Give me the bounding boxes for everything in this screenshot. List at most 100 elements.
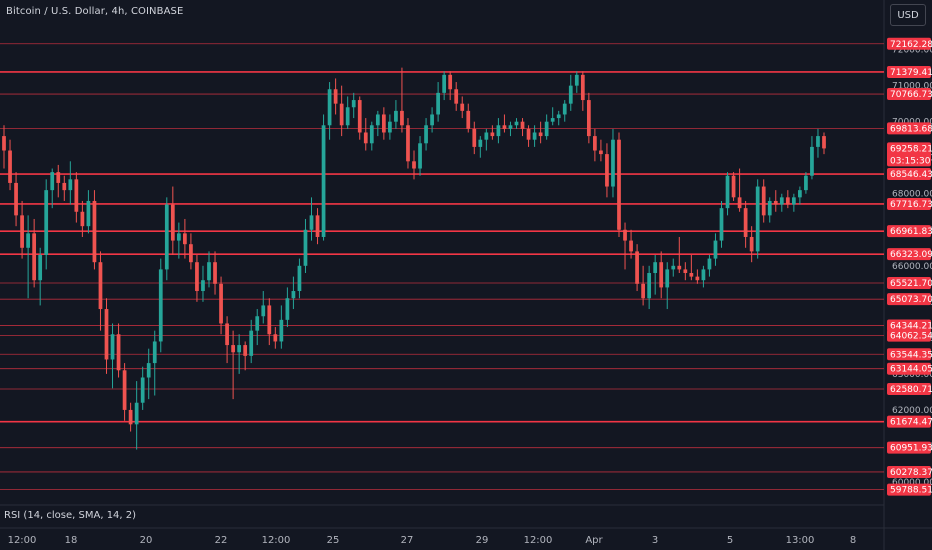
candle-body [158,269,163,342]
candle-body [798,190,802,198]
candle [520,118,525,137]
level-label-bg [887,65,931,78]
candle-body [804,175,808,191]
candle-body [26,233,30,248]
candle [394,100,398,129]
candle-body [309,215,314,230]
candle-body [357,100,362,133]
candle [611,128,615,198]
price-tick-label: 72000.00 [892,46,932,56]
level-price-label: 71379.41 [890,68,932,78]
candle [176,222,181,259]
candle-body [38,254,43,281]
candle [116,323,121,378]
currency-button[interactable]: USD [890,4,926,26]
candle-body [737,197,742,209]
candle-body [442,74,447,93]
candle [466,103,471,133]
candle-body [484,132,489,140]
candle-body [249,330,254,356]
candle [478,136,483,158]
candle [448,71,453,101]
candle [550,107,555,126]
candle-body [725,175,730,209]
candle-body [68,179,73,191]
candle-body [605,154,609,187]
candle-body [195,262,199,292]
price-tick-label: 68000.00 [892,190,932,200]
time-tick-label: 8 [850,535,856,546]
candle-body [225,323,229,346]
candle [146,348,151,400]
level-price-label: 70766.73 [890,90,932,100]
candle [593,128,597,162]
candle [683,262,688,281]
candle [201,265,205,302]
candle-body [363,132,368,144]
time-tick-label: 5 [727,535,733,546]
candle-body [400,110,404,126]
time-axis[interactable]: 12:00 18 20 22 12:00 25 27 29 12:00 Apr 3 5 13:00 8 [8,535,857,546]
candle-body [767,200,772,216]
candle-body [104,309,109,360]
candle-body [128,409,133,425]
candle-body [201,280,205,292]
level-price-label: 67716.73 [890,200,932,210]
candle-body [8,150,12,183]
candle [32,218,37,288]
candle-body [707,258,712,270]
level-label-bg [887,168,931,181]
candle-body [375,114,380,126]
candle-body [56,172,61,183]
candle-body [810,146,814,176]
candle [460,96,465,119]
candle [430,107,434,133]
candle [339,85,344,137]
rsi-indicator-label[interactable]: RSI (14, close, SMA, 14, 2) [4,510,137,521]
candle [321,114,326,241]
candle [237,334,242,374]
candle-body [514,121,519,126]
candle [261,291,266,324]
candle-body [761,186,766,216]
candle-body [44,190,49,255]
candle [128,402,133,432]
candle [767,197,772,223]
candle-body [381,114,386,133]
candle [804,172,808,194]
candle-body [683,269,688,274]
level-price-label: 66961.83 [890,227,932,237]
candle-body [164,204,169,270]
candle-body [92,200,97,263]
candle [195,254,199,302]
candle [20,200,24,259]
candle-body [394,110,398,122]
level-label-bg [887,225,931,238]
candle [798,186,802,205]
candle [80,200,85,237]
candle-body [701,269,706,281]
candle-body [255,316,260,331]
candle-body [339,103,344,126]
candle [659,251,664,299]
candle [731,172,736,201]
candle-body [98,262,103,310]
candle-body [816,136,820,147]
candle-body [538,132,543,137]
time-tick-label: 3 [652,535,658,546]
candle-body [611,139,615,187]
candle-body [617,139,621,230]
candle-body [261,305,266,317]
candle [279,305,284,349]
candle [14,172,18,227]
candle [755,179,760,259]
candle-body [327,89,332,126]
candle-body [562,103,567,115]
candle-body [412,161,416,169]
level-label-bg [887,122,931,135]
candle [285,287,290,328]
candle-body [213,262,217,284]
candle-body [303,229,308,266]
candle-body [369,125,374,144]
